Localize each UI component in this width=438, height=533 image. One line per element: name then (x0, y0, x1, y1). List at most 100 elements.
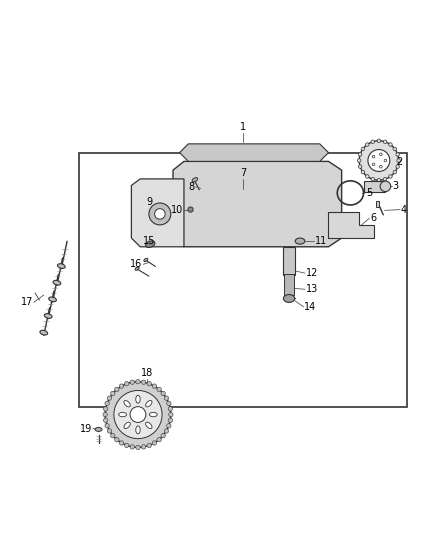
Circle shape (366, 143, 369, 147)
Circle shape (168, 418, 173, 423)
Ellipse shape (135, 267, 139, 270)
Ellipse shape (149, 413, 157, 417)
Text: 8: 8 (188, 182, 194, 192)
Circle shape (147, 382, 152, 386)
Ellipse shape (119, 413, 127, 417)
Ellipse shape (40, 330, 48, 335)
Ellipse shape (295, 238, 305, 244)
Circle shape (371, 177, 374, 181)
Text: 9: 9 (146, 197, 152, 207)
Circle shape (136, 445, 140, 449)
Polygon shape (173, 161, 342, 247)
Text: 11: 11 (315, 236, 328, 246)
Circle shape (396, 152, 399, 156)
Circle shape (368, 150, 390, 172)
Circle shape (124, 443, 129, 448)
Circle shape (169, 413, 173, 417)
Circle shape (358, 152, 362, 156)
Circle shape (380, 165, 382, 168)
Ellipse shape (95, 427, 102, 431)
Circle shape (152, 441, 157, 445)
Circle shape (155, 209, 165, 219)
Text: 16: 16 (130, 260, 142, 269)
Ellipse shape (57, 264, 65, 269)
Text: 13: 13 (306, 284, 318, 294)
Text: 18: 18 (141, 368, 153, 378)
Text: 1: 1 (240, 122, 246, 132)
Text: 12: 12 (306, 268, 318, 278)
Circle shape (130, 445, 134, 449)
Circle shape (124, 382, 129, 386)
Circle shape (164, 429, 169, 433)
Bar (376, 201, 379, 207)
Circle shape (161, 391, 165, 395)
Ellipse shape (136, 395, 140, 403)
Text: 5: 5 (366, 188, 372, 198)
Bar (79, 152, 407, 407)
Circle shape (130, 380, 134, 384)
Text: 7: 7 (240, 168, 246, 178)
Text: 17: 17 (21, 297, 33, 308)
Circle shape (166, 424, 171, 428)
Circle shape (393, 147, 396, 151)
Ellipse shape (49, 297, 57, 302)
Polygon shape (328, 212, 374, 238)
Text: 3: 3 (392, 181, 399, 191)
Circle shape (358, 165, 362, 168)
Circle shape (152, 384, 157, 388)
Circle shape (372, 163, 375, 166)
Ellipse shape (44, 313, 52, 318)
Circle shape (105, 401, 110, 406)
Circle shape (105, 424, 110, 428)
Ellipse shape (144, 259, 148, 262)
Circle shape (107, 396, 112, 400)
Circle shape (115, 438, 119, 442)
Circle shape (161, 433, 165, 438)
Circle shape (164, 396, 169, 400)
Circle shape (166, 401, 171, 406)
Circle shape (383, 177, 387, 181)
Circle shape (111, 433, 115, 438)
Ellipse shape (283, 295, 295, 302)
Circle shape (361, 171, 365, 174)
Circle shape (103, 413, 107, 417)
Circle shape (361, 147, 365, 151)
Circle shape (389, 175, 392, 178)
Circle shape (115, 387, 119, 392)
Circle shape (188, 207, 193, 212)
Circle shape (130, 407, 146, 423)
Circle shape (119, 384, 124, 388)
Circle shape (371, 140, 374, 143)
Ellipse shape (145, 400, 152, 407)
Circle shape (103, 418, 108, 423)
Bar (283, 247, 295, 275)
Circle shape (377, 139, 381, 142)
Text: 15: 15 (143, 236, 155, 246)
Bar (364, 181, 385, 191)
Circle shape (377, 179, 381, 182)
Text: 4: 4 (401, 205, 407, 215)
Circle shape (136, 379, 140, 384)
Ellipse shape (145, 241, 155, 247)
Circle shape (107, 429, 112, 433)
Polygon shape (180, 144, 328, 161)
Circle shape (383, 140, 387, 143)
Text: 2: 2 (396, 157, 403, 167)
Circle shape (357, 159, 361, 162)
Ellipse shape (53, 280, 61, 285)
Circle shape (103, 407, 108, 411)
Circle shape (380, 181, 391, 191)
Circle shape (397, 159, 400, 162)
Circle shape (384, 159, 387, 162)
Text: 10: 10 (171, 205, 183, 215)
Circle shape (111, 391, 115, 395)
Text: 6: 6 (370, 213, 376, 223)
Circle shape (141, 445, 146, 449)
Polygon shape (131, 179, 184, 247)
Circle shape (147, 443, 152, 448)
Ellipse shape (136, 426, 140, 434)
Circle shape (168, 407, 173, 411)
Circle shape (141, 380, 146, 384)
Circle shape (393, 171, 396, 174)
Circle shape (380, 153, 382, 156)
